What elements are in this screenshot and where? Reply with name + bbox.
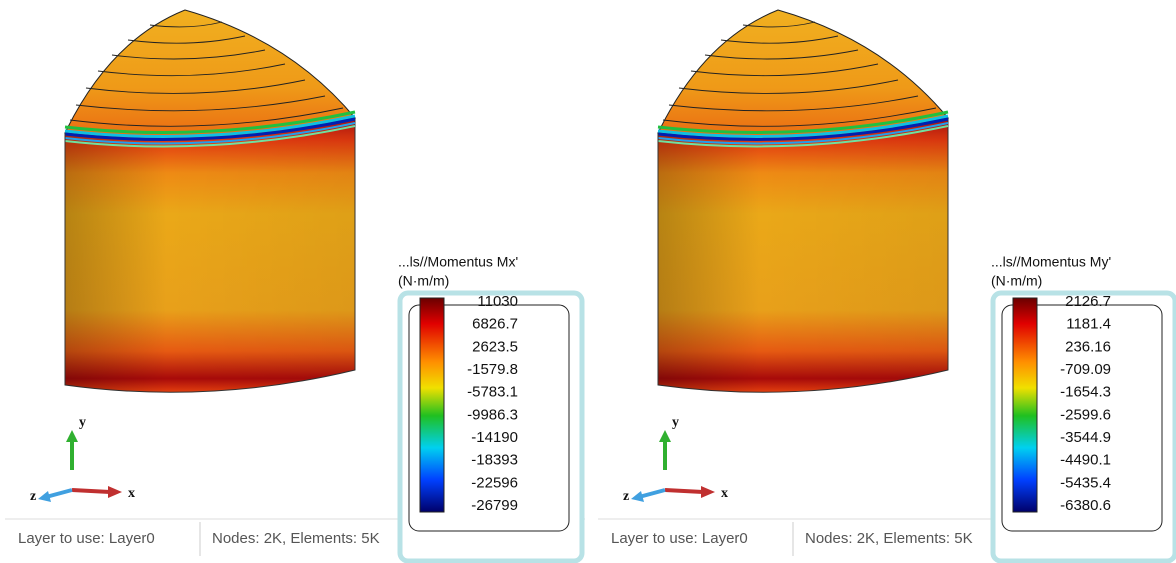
legend-value: -14190 xyxy=(471,429,518,446)
color-bar xyxy=(1013,298,1037,512)
legend-value: -2599.6 xyxy=(1060,406,1111,423)
legend-value: -1654.3 xyxy=(1060,384,1111,401)
legend-value: -9986.3 xyxy=(467,406,518,423)
legend-value: -5435.4 xyxy=(1060,474,1111,491)
axis-label: z xyxy=(30,489,36,504)
legend-title: ...ls//Momentus Mx' xyxy=(398,254,518,270)
legend-value: 236.16 xyxy=(1065,338,1111,355)
screen: y x z Layer to use: Layer0 Nodes: 2K, Elemen… xyxy=(0,0,1176,563)
legend-value: 6826.7 xyxy=(472,316,518,333)
legend-value: -1579.8 xyxy=(467,361,518,378)
legend-value: -709.09 xyxy=(1060,361,1111,378)
axis-label: x xyxy=(128,486,135,501)
legend-value: -5783.1 xyxy=(467,384,518,401)
legend-value: -18393 xyxy=(471,452,518,469)
legend-value: 2126.7 xyxy=(1065,293,1111,310)
legend-value: 1181.4 xyxy=(1066,316,1111,333)
legend-value: 2623.5 xyxy=(472,338,518,355)
status-item: Layer to use: Layer0 xyxy=(611,530,748,547)
legend-value: 11030 xyxy=(477,293,518,310)
legend-unit: (N·m/m) xyxy=(991,273,1042,289)
status-item: Nodes: 2K, Elements: 5K xyxy=(212,530,380,547)
status-item: Nodes: 2K, Elements: 5K xyxy=(805,530,973,547)
status-item: Layer to use: Layer0 xyxy=(18,530,155,547)
legend-value: -6380.6 xyxy=(1060,497,1111,514)
legend-value: -4490.1 xyxy=(1060,452,1111,469)
axis-label: y xyxy=(79,415,86,430)
axis-label: y xyxy=(672,415,679,430)
axis-label: x xyxy=(721,486,728,501)
legend-value: -26799 xyxy=(471,497,518,514)
legend-title: ...ls//Momentus My' xyxy=(991,254,1111,270)
legend-value: -3544.9 xyxy=(1060,429,1111,446)
legend-value: -22596 xyxy=(471,474,518,491)
legend-unit: (N·m/m) xyxy=(398,273,449,289)
color-bar xyxy=(420,298,444,512)
axis-label: z xyxy=(623,489,629,504)
